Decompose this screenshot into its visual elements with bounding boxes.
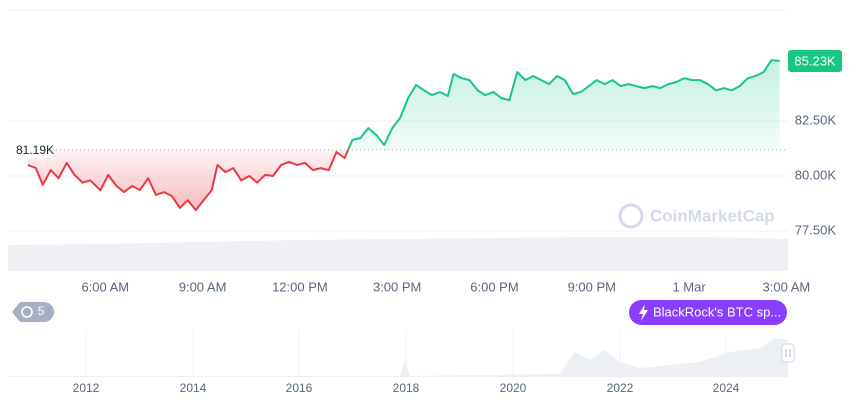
x-tick-label: 6:00 AM [81, 279, 129, 294]
x-tick-label: 3:00 PM [373, 279, 421, 294]
x-tick-label: 6:00 PM [470, 279, 518, 294]
y-tick-label: 82.50K [795, 112, 837, 127]
annotation-icon [639, 304, 648, 321]
navigator-label: 2018 [393, 381, 420, 395]
annotation-pill[interactable] [629, 300, 787, 325]
navigator-label: 2024 [713, 381, 740, 395]
watermark: CoinMarketCap [618, 203, 775, 229]
history-badge[interactable] [12, 302, 54, 322]
navigator-label: 2022 [607, 381, 634, 395]
navigator-label: 2016 [286, 381, 313, 395]
history-icon [21, 306, 33, 318]
x-tick-label: 1 Mar [672, 279, 706, 294]
y-tick-label: 80.00K [795, 167, 837, 182]
y-tick-label: 77.50K [795, 222, 837, 237]
x-tick-label: 12:00 PM [272, 279, 328, 294]
navigator-label: 2020 [500, 381, 527, 395]
price-tag-label: 85.23K [794, 53, 836, 68]
navigator-label: 2014 [180, 381, 207, 395]
watermark-text: CoinMarketCap [650, 206, 775, 225]
annotation-text: BlackRock's BTC sp... [653, 304, 781, 319]
navigator-area [8, 338, 788, 377]
navigator-label: 2012 [73, 381, 100, 395]
x-tick-label: 9:00 AM [179, 279, 227, 294]
baseline-label: 81.19K [16, 143, 54, 157]
volume-area [8, 237, 788, 271]
price-tag [788, 50, 842, 73]
baseline-label-box [8, 140, 54, 158]
history-count: 5 [38, 304, 45, 318]
x-tick-label: 9:00 PM [568, 279, 616, 294]
price-line [27, 59, 780, 212]
x-tick-label: 3:00 AM [763, 279, 811, 294]
navigator-handle[interactable] [781, 343, 795, 363]
